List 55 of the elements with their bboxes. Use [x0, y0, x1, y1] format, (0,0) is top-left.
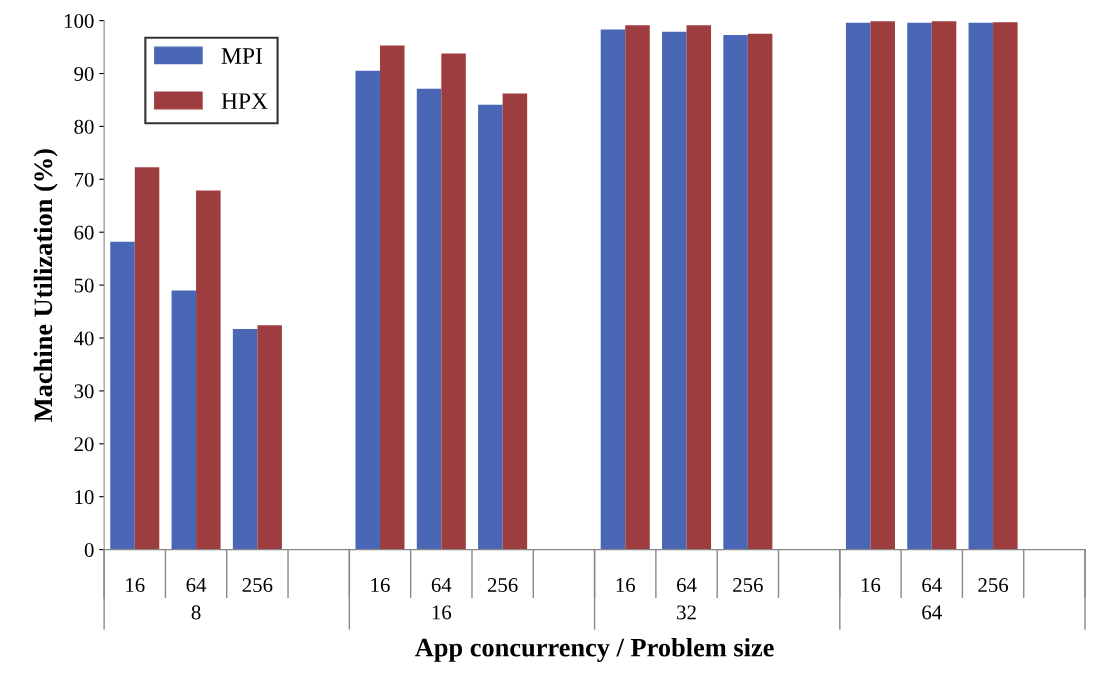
y-tick-label: 0: [84, 542, 94, 558]
text: 16: [432, 605, 452, 620]
y-tick-label: 50: [74, 278, 94, 293]
x-tick-label: 256: [733, 578, 763, 593]
y-tick-label: 90: [74, 66, 94, 81]
legend-label: MPI: [221, 48, 263, 64]
bar: [380, 45, 405, 550]
y-axis-title: Machine Utilization (%): [33, 149, 58, 422]
x-tick-label: 64: [922, 578, 942, 593]
bar: [747, 33, 773, 550]
x-tick-label: 64: [431, 578, 452, 593]
x-tick-label: 16: [371, 578, 390, 593]
bar: [502, 93, 528, 550]
y-tick-label: 70: [74, 172, 94, 187]
bar: [232, 329, 258, 550]
bar: [968, 22, 994, 550]
text: 64: [922, 605, 942, 620]
x-axis-title: App concurrency / Problem size: [415, 637, 774, 662]
bar: [196, 190, 221, 550]
bar: [870, 21, 895, 550]
text: 32: [677, 605, 696, 620]
x-tick-label: 256: [242, 578, 273, 593]
bar: [686, 25, 712, 550]
bar: [931, 21, 957, 550]
x-tick-label: 256: [487, 578, 518, 593]
bar: [171, 290, 197, 550]
bar: [441, 53, 466, 550]
text: 8: [191, 605, 201, 620]
bar: [907, 22, 932, 550]
y-tick-label: 20: [74, 437, 94, 452]
bar: [478, 104, 503, 550]
x-tick-label: 16: [126, 578, 145, 593]
bar: [993, 22, 1018, 550]
bar: [110, 241, 135, 550]
x-tick-label: 64: [677, 578, 697, 593]
y-tick-label: 10: [75, 490, 94, 505]
bar: [355, 70, 380, 550]
bar: [416, 88, 442, 550]
legend-label: HPX: [221, 93, 268, 109]
x-tick-label: 256: [978, 578, 1009, 593]
y-tick-label: 100: [64, 13, 94, 29]
y-tick-label: 40: [73, 331, 94, 346]
bar: [625, 25, 650, 550]
x-tick-label: 16: [616, 578, 636, 593]
bar: [662, 31, 687, 550]
y-tick-label: 80: [74, 119, 94, 134]
bar: [723, 34, 748, 550]
y-tick-label: 30: [74, 384, 94, 399]
x-tick-label: 16: [861, 578, 881, 593]
y-tick-label: 60: [74, 225, 94, 240]
bar: [257, 325, 282, 550]
bar: [134, 167, 160, 550]
bar: [845, 22, 871, 550]
bar: [600, 29, 626, 550]
x-tick-label: 64: [186, 578, 207, 593]
